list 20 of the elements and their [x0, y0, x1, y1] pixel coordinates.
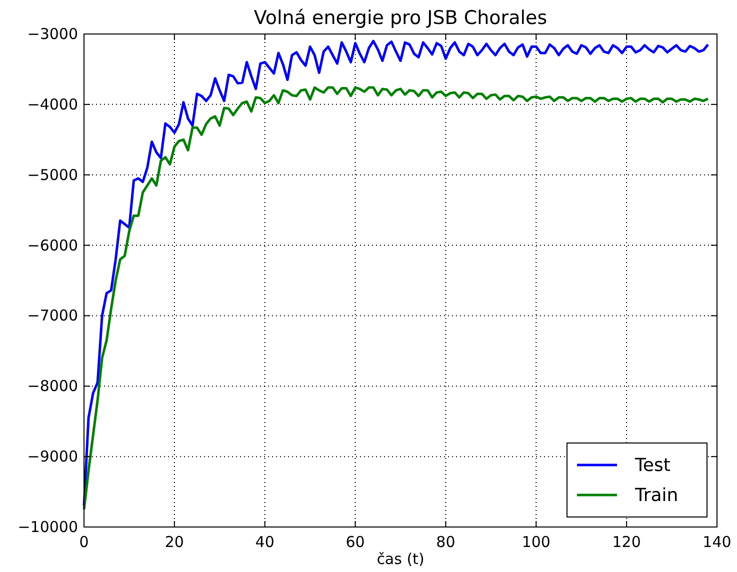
- y-tick-label: −8000: [27, 377, 78, 396]
- x-tick-label: 100: [522, 533, 550, 551]
- y-tick-label: −10000: [18, 518, 78, 536]
- chart-title: Volná energie pro JSB Chorales: [254, 7, 548, 29]
- x-tick-label: 120: [612, 533, 641, 551]
- y-tick-label: −7000: [27, 306, 78, 325]
- x-tick-label: 20: [164, 533, 184, 551]
- y-tick-label: −3000: [27, 25, 78, 43]
- legend-label: Test: [634, 455, 670, 476]
- y-tick-label: −9000: [27, 448, 78, 466]
- y-tick-label: −5000: [27, 166, 78, 184]
- y-tick-label: −4000: [27, 95, 78, 114]
- y-tick-label: −6000: [27, 236, 78, 254]
- x-tick-label: 140: [702, 533, 732, 551]
- legend-label: Train: [634, 485, 678, 506]
- x-axis-title: čas (t): [376, 550, 424, 568]
- x-tick-label: 40: [255, 533, 274, 551]
- x-tick-label: 60: [346, 533, 365, 551]
- x-tick-label: 0: [79, 533, 89, 551]
- x-tick-label: 80: [436, 533, 456, 551]
